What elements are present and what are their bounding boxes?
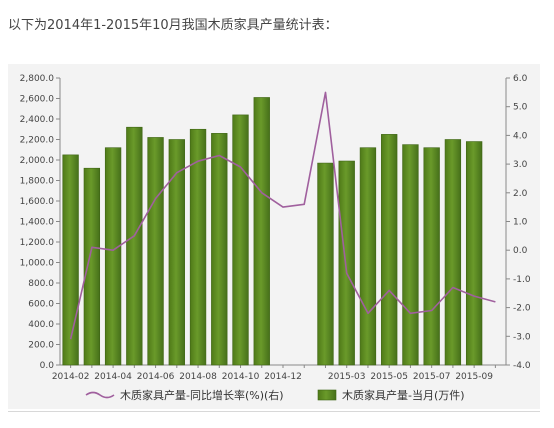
left-tick-label: 1,400.0 <box>20 218 55 228</box>
bar <box>253 97 270 366</box>
left-tick-label: 2,200.0 <box>20 136 55 146</box>
left-tick-label: 1,000.0 <box>20 259 55 269</box>
bar <box>402 144 419 366</box>
x-tick-label: 2014-08 <box>179 372 217 382</box>
left-tick-label: 800.0 <box>28 279 54 289</box>
left-tick-label: 1,600.0 <box>20 197 55 207</box>
left-tick-label: 0.0 <box>40 361 55 371</box>
bar <box>104 147 122 366</box>
bar <box>232 114 249 366</box>
x-tick-label: 2015-03 <box>328 372 366 382</box>
x-tick-label: 2014-12 <box>264 372 302 382</box>
right-tick-label: -1.0 <box>513 275 531 285</box>
left-tick-label: 400.0 <box>28 320 54 330</box>
bar <box>359 147 377 366</box>
left-tick-label: 1,800.0 <box>20 177 55 187</box>
legend-line-swatch <box>85 391 115 399</box>
bar <box>338 160 355 366</box>
x-tick-label: 2014-10 <box>222 372 260 382</box>
left-tick-label: 1,200.0 <box>20 238 55 248</box>
bar <box>126 126 143 366</box>
bar <box>147 137 164 366</box>
bottom-divider <box>8 411 540 412</box>
x-tick-label: 2014-06 <box>137 372 175 382</box>
x-tick-label: 2014-04 <box>94 372 132 382</box>
chart-panel: 0.0 200.0 400.0 600.0 800.0 1,000.0 1,200.0 1,4… <box>8 64 540 409</box>
x-tick-label: 2015-09 <box>455 372 493 382</box>
bar <box>317 162 334 366</box>
right-tick-label: 2.0 <box>513 189 528 199</box>
legend-label-bar: 木质家具产量-当月(万件) <box>342 388 465 402</box>
right-tick-label: 5.0 <box>513 103 528 113</box>
left-tick-label: 600.0 <box>28 300 54 310</box>
right-tick-label: -2.0 <box>513 304 531 314</box>
right-tick-label: -4.0 <box>513 361 531 371</box>
right-tick-label: 1.0 <box>513 218 528 228</box>
right-tick-label: -3.0 <box>513 332 531 342</box>
left-tick-label: 2,400.0 <box>20 115 55 125</box>
left-tick-label: 200.0 <box>28 341 54 351</box>
bar <box>211 133 228 366</box>
bar <box>189 128 207 366</box>
intro-text: 以下为2014年1-2015年10月我国木质家具产量统计表： <box>8 18 338 33</box>
bar <box>444 139 462 366</box>
legend-label-line: 木质家具产量-同比增长率(%)(右) <box>120 388 284 402</box>
left-tick-label: 2,800.0 <box>20 74 55 84</box>
growth-rate-line <box>69 91 496 340</box>
bar <box>168 139 185 366</box>
right-tick-label: 6.0 <box>513 74 528 84</box>
right-tick-label: 3.0 <box>513 160 528 170</box>
chart-svg: 0.0 200.0 400.0 600.0 800.0 1,000.0 1,200.0 1,4… <box>20 74 531 402</box>
bar <box>62 154 79 366</box>
bar <box>423 147 440 366</box>
left-tick-label: 2,600.0 <box>20 95 55 105</box>
bar <box>465 141 483 366</box>
x-tick-label: 2014-02 <box>52 372 90 382</box>
x-tick-label: 2015-07 <box>413 372 451 382</box>
right-tick-label: 0.0 <box>513 246 528 256</box>
bar <box>83 167 101 366</box>
left-tick-label: 2,000.0 <box>20 156 55 166</box>
bar <box>381 134 398 366</box>
x-tick-label: 2015-05 <box>370 372 408 382</box>
right-tick-label: 4.0 <box>513 131 528 141</box>
legend-bar-swatch <box>317 389 337 401</box>
